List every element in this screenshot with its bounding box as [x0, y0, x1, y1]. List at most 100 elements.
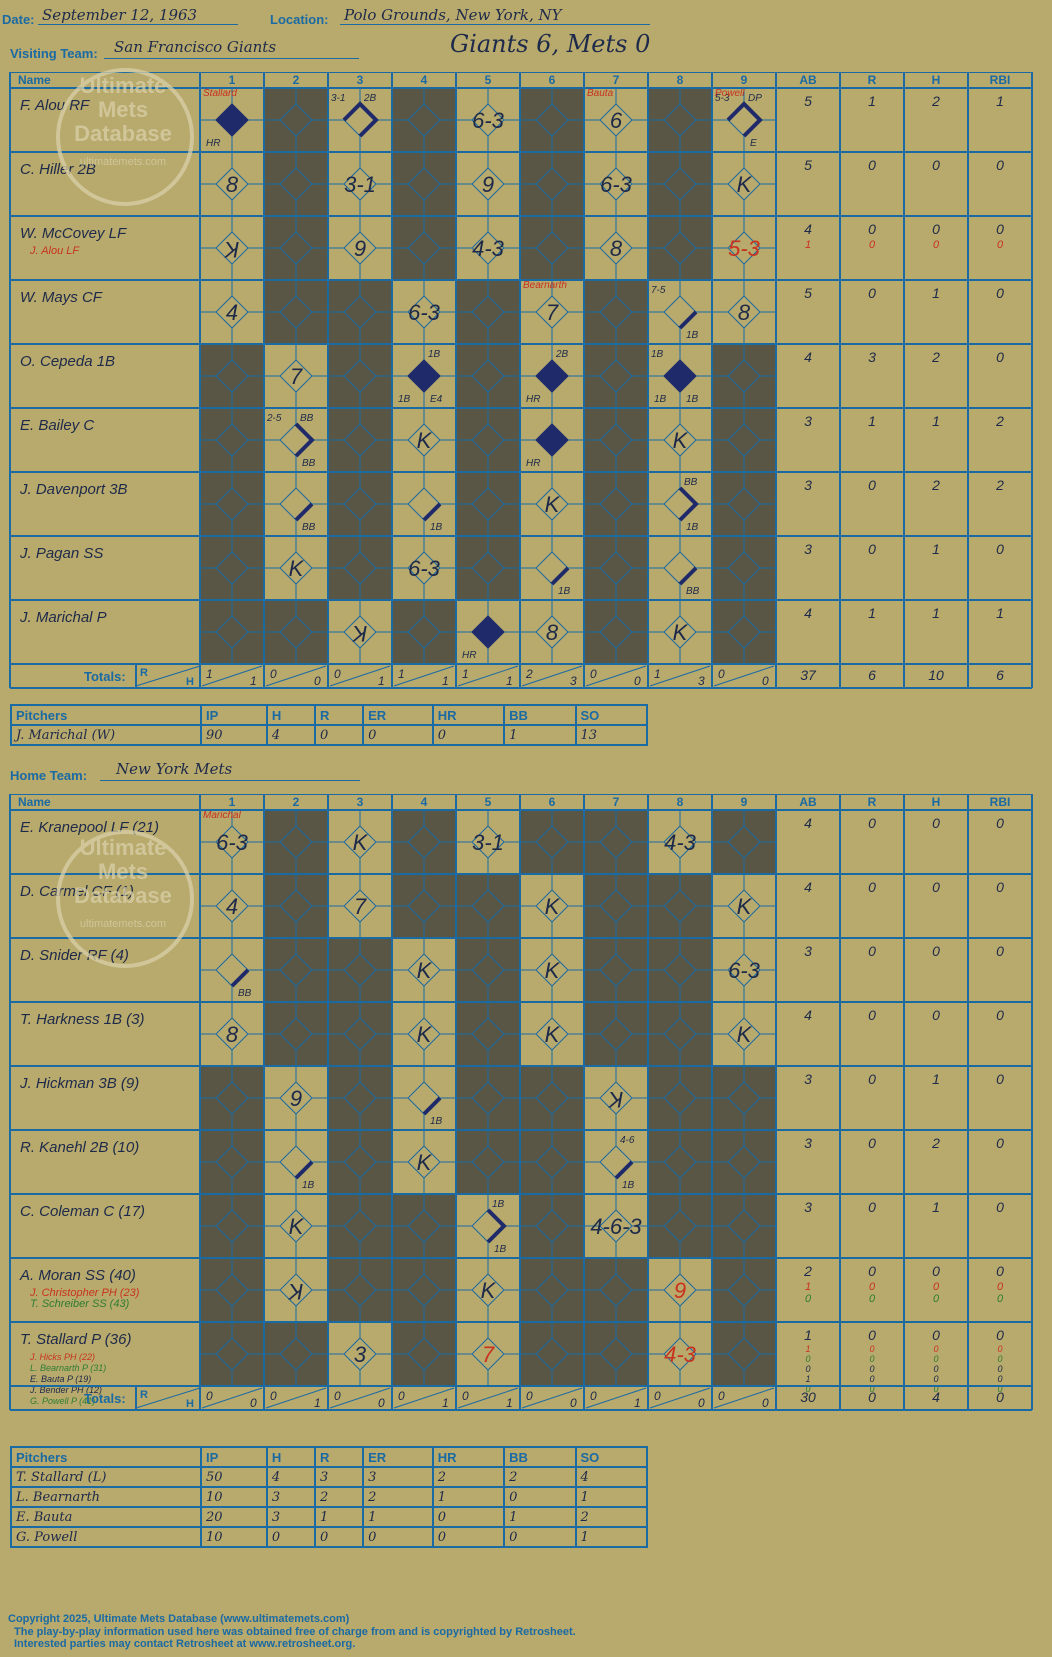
game-date: September 12, 1963: [42, 6, 198, 24]
batter-stat: 0: [868, 157, 876, 173]
basepath-line: [294, 422, 315, 458]
batter-stat: 0: [868, 1199, 876, 1215]
batter-stat: 0: [868, 477, 876, 493]
batter-name: E. Bailey C: [20, 417, 94, 434]
substitute-name: E. Bauta P (19): [30, 1374, 91, 1384]
substitute-stat: 0: [933, 1364, 938, 1374]
substitute-stat: 0: [869, 1374, 874, 1384]
batter-stat: 5: [804, 93, 812, 109]
base-diamond: [407, 1081, 441, 1115]
play-note: 2B: [363, 93, 377, 104]
pitcher-stat: 4: [265, 1466, 316, 1488]
inning-hits: 3: [698, 674, 705, 688]
basepath-line: [294, 1160, 314, 1180]
substitute-stat: 0: [997, 1281, 1004, 1293]
pitcher-stat: 0: [313, 1526, 365, 1548]
play-result: 9: [674, 1278, 686, 1303]
batter-name: A. Moran SS (40): [19, 1267, 136, 1284]
batter-name: J. Davenport 3B: [19, 481, 128, 498]
inning-runs: 0: [590, 1389, 597, 1403]
inning-hits: 0: [762, 674, 769, 688]
inning-hits: 1: [506, 674, 513, 688]
pitcher-column-header: SO: [574, 1446, 649, 1468]
totals-slash: [135, 665, 201, 687]
inning-header: 1: [229, 73, 236, 87]
substitute-name: J. Hicks PH (22): [29, 1352, 95, 1362]
play-note: BB: [238, 988, 252, 999]
watermark-logo: Ultimate Mets Database ultimatemets.com: [48, 68, 198, 206]
pitcher-stat: 0: [265, 1526, 316, 1548]
batter-stat: 4: [804, 1007, 812, 1023]
substitute-stat: 0: [869, 1281, 876, 1293]
total-stat: 6: [996, 667, 1004, 683]
play-note: BB: [684, 477, 698, 488]
batter-stat: 0: [996, 1007, 1004, 1023]
play-result: 9: [482, 172, 494, 197]
play-result: 4-3: [664, 1342, 697, 1367]
inning-runs: 0: [462, 1389, 469, 1403]
play-note: 1B: [622, 1180, 635, 1191]
total-stat: 10: [928, 667, 944, 683]
play-note: 7-5: [651, 285, 666, 296]
run-scored-diamond: [407, 359, 441, 393]
pitcher-stat: 2: [313, 1486, 365, 1508]
score-title: Giants 6, Mets 0: [450, 30, 651, 58]
substitute-stat: 0: [869, 1364, 874, 1374]
inning-header: 9: [741, 73, 748, 87]
batter-stat: 0: [932, 943, 940, 959]
total-stat: 37: [800, 667, 817, 683]
play-note: 1B: [302, 1180, 315, 1191]
base-diamond: [471, 1209, 505, 1243]
totals-slash: [713, 665, 775, 687]
substitute-stat: 0: [997, 1344, 1002, 1354]
pitcher-stat: 1: [362, 1506, 434, 1528]
play-note: E: [750, 138, 757, 149]
pitcher-name: E. Bauta: [10, 1506, 202, 1528]
totals-slash: [329, 665, 391, 687]
play-result: 8: [226, 172, 239, 197]
batter-stat: 5: [804, 157, 812, 173]
batter-stat: 2: [995, 477, 1004, 493]
batter-name: J. Hickman 3B (9): [19, 1075, 139, 1092]
batter-stat: 0: [932, 815, 940, 831]
basepath-line: [486, 1208, 507, 1244]
play-result: K: [737, 894, 753, 919]
totals-slash: [521, 665, 583, 687]
substitute-stat: 0: [933, 1354, 938, 1364]
base-diamond: [535, 551, 569, 585]
pitcher-column-header: IP: [200, 704, 268, 726]
basepath-line: [422, 1096, 442, 1116]
play-result: 8: [610, 236, 623, 261]
play-note: 1B: [686, 330, 699, 341]
total-stat: 6: [868, 667, 876, 683]
play-note: 4-6: [620, 1135, 635, 1146]
inning-runs: 0: [526, 1389, 533, 1403]
totals-slash: [457, 665, 519, 687]
batter-name: C. Coleman C (17): [20, 1203, 145, 1220]
substitute-name: J. Christopher PH (23): [29, 1287, 140, 1299]
pitcher-row: T. Stallard (L) 50 4 3 3 2 2 4: [10, 1466, 649, 1488]
totals-slash: [585, 665, 647, 687]
batter-stat: 0: [868, 1135, 876, 1151]
batter-stat: 0: [868, 1263, 876, 1279]
inning-hits: 0: [634, 674, 641, 688]
batter-stat: 4: [804, 815, 812, 831]
totals-label: Totals:: [84, 669, 126, 684]
basepath-line: [294, 502, 314, 522]
play-result: 3: [354, 1342, 367, 1367]
batter-stat: 2: [803, 1263, 812, 1279]
batter-stat: 0: [932, 1007, 940, 1023]
substitute-stat: 0: [869, 1293, 876, 1305]
inning-header: 5: [485, 73, 492, 87]
inning-hits: 0: [314, 674, 321, 688]
total-stat: 4: [932, 1389, 940, 1405]
copyright-line: Copyright 2025, Ultimate Mets Database (…: [8, 1613, 350, 1625]
play-note: BB: [302, 522, 316, 533]
pitcher-column-header: HR: [431, 1446, 506, 1468]
inning-hits: 1: [442, 1396, 449, 1410]
batter-stat: 3: [804, 477, 812, 493]
batter-stat: 5: [804, 285, 812, 301]
substitute-stat: 1: [805, 239, 811, 251]
batter-stat: 0: [996, 1135, 1004, 1151]
